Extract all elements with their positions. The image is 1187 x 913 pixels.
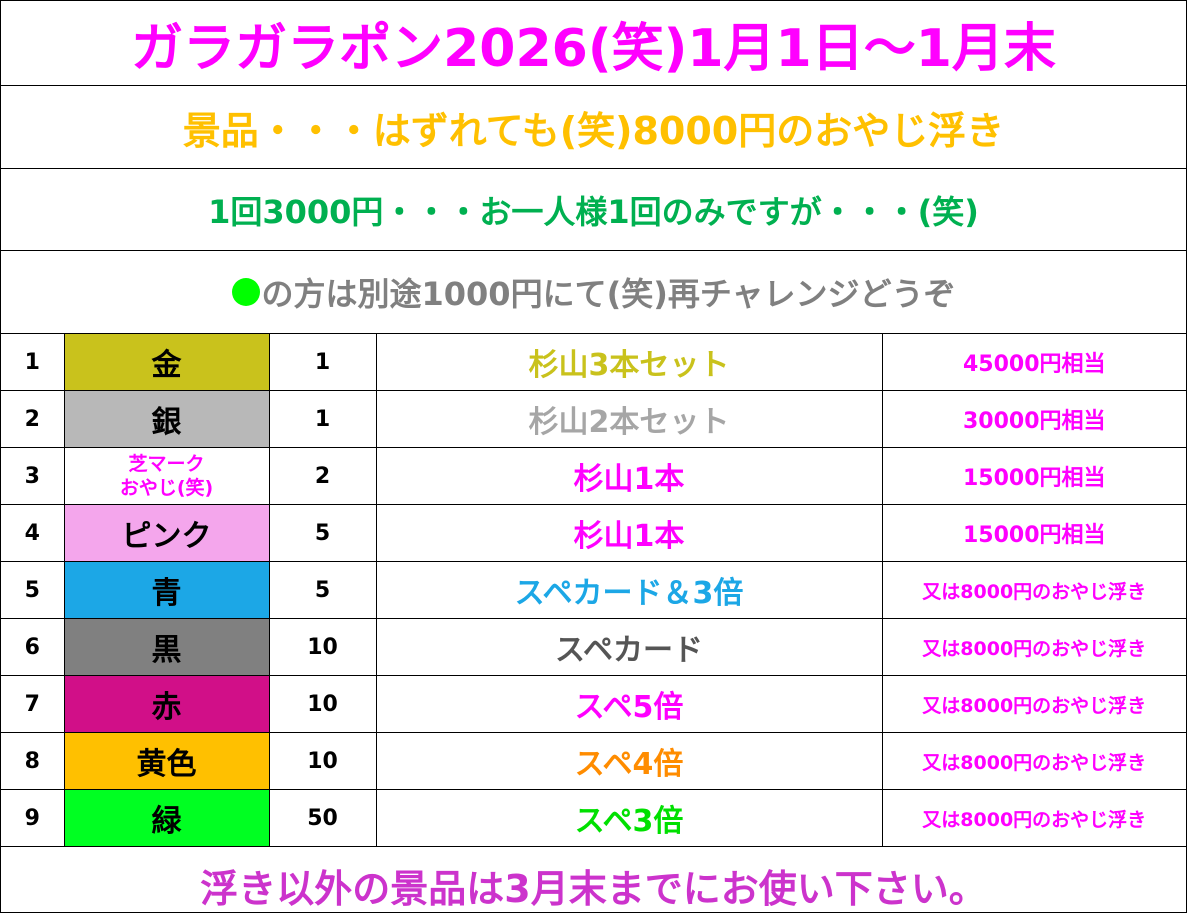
- ball-color-cell: 緑: [63, 789, 270, 847]
- ball-quantity: 10: [268, 618, 377, 676]
- prize-value: 30000円相当: [881, 390, 1186, 448]
- prize-value: 45000円相当: [881, 334, 1186, 391]
- row-number: 9: [1, 789, 65, 847]
- row-number: 7: [1, 675, 65, 733]
- ball-quantity: 1: [268, 390, 377, 448]
- row-number: 6: [1, 618, 65, 676]
- ball-color-cell: 黄色: [63, 732, 270, 790]
- rechallenge-text: の方は別途1000円にて(笑)再チャレンジどうぞ: [261, 275, 956, 313]
- ball-quantity: 10: [268, 732, 377, 790]
- prize-value: 15000円相当: [881, 447, 1186, 505]
- prize-value: 又は8000円のおやじ浮き: [881, 561, 1186, 619]
- rechallenge-banner: の方は別途1000円にて(笑)再チャレンジどうぞ: [1, 251, 1186, 334]
- ball-quantity: 50: [268, 789, 377, 847]
- ball-color-cell: 芝マーク おやじ(笑): [63, 447, 270, 505]
- table-row: 4 ピンク 5 杉山1本 15000円相当: [1, 504, 1186, 562]
- row-number: 8: [1, 732, 65, 790]
- row-number: 4: [1, 504, 65, 562]
- ball-quantity: 1: [268, 334, 377, 391]
- table-row: 7 赤 10 スペ5倍 又は8000円のおやじ浮き: [1, 675, 1186, 733]
- prize-value: 又は8000円のおやじ浮き: [881, 789, 1186, 847]
- row-number: 1: [1, 334, 65, 391]
- ball-color-label-line2: おやじ(笑): [119, 477, 214, 499]
- row-number: 2: [1, 390, 65, 448]
- footer-note: 浮き以外の景品は3月末までにお使い下さい。: [200, 867, 987, 911]
- table-row: 3 芝マーク おやじ(笑) 2 杉山1本 15000円相当: [1, 447, 1186, 505]
- prize-name: スペ3倍: [375, 789, 883, 847]
- prize-name: 杉山1本: [375, 504, 883, 562]
- prize-name: スペ4倍: [375, 732, 883, 790]
- ball-color-label: 芝マーク: [128, 453, 205, 475]
- table-row: 6 黒 10 スペカード 又は8000円のおやじ浮き: [1, 618, 1186, 676]
- prize-value: 又は8000円のおやじ浮き: [881, 732, 1186, 790]
- page-title: ガラガラポン2026(笑)1月1日～1月末: [1, 1, 1186, 86]
- ball-color-cell: 赤: [63, 675, 270, 733]
- ball-quantity: 5: [268, 561, 377, 619]
- prize-name: スペカード＆3倍: [375, 561, 883, 619]
- prize-table: 1 金 1 杉山3本セット 45000円相当 2 銀 1 杉山2本セット 30000円相当 3 芝マー…: [1, 334, 1186, 847]
- prize-value: 又は8000円のおやじ浮き: [881, 675, 1186, 733]
- subtitle-banner: 景品・・・はずれても(笑)8000円のおやじ浮き: [1, 86, 1186, 169]
- ball-color-cell: 金: [63, 334, 270, 391]
- ball-color-cell: ピンク: [63, 504, 270, 562]
- prize-name: 杉山3本セット: [375, 334, 883, 391]
- ball-color-cell: 黒: [63, 618, 270, 676]
- green-dot-icon: [231, 278, 260, 306]
- table-row: 9 緑 50 スペ3倍 又は8000円のおやじ浮き: [1, 789, 1186, 847]
- table-row: 1 金 1 杉山3本セット 45000円相当: [1, 334, 1186, 391]
- ball-quantity: 2: [268, 447, 377, 505]
- table-row: 8 黄色 10 スペ4倍 又は8000円のおやじ浮き: [1, 732, 1186, 790]
- row-number: 3: [1, 447, 65, 505]
- ball-color-cell: 青: [63, 561, 270, 619]
- table-row: 2 銀 1 杉山2本セット 30000円相当: [1, 390, 1186, 448]
- ball-color-cell: 銀: [63, 390, 270, 448]
- ball-quantity: 10: [268, 675, 377, 733]
- prize-value: 又は8000円のおやじ浮き: [881, 618, 1186, 676]
- prize-value: 15000円相当: [881, 504, 1186, 562]
- prize-name: スペ5倍: [375, 675, 883, 733]
- prize-name: スペカード: [375, 618, 883, 676]
- price-banner: 1回3000円・・・お一人様1回のみですが・・・(笑): [1, 169, 1186, 251]
- row-number: 5: [1, 561, 65, 619]
- table-row: 5 青 5 スペカード＆3倍 又は8000円のおやじ浮き: [1, 561, 1186, 619]
- ball-quantity: 5: [268, 504, 377, 562]
- prize-name: 杉山1本: [375, 447, 883, 505]
- prize-name: 杉山2本セット: [375, 390, 883, 448]
